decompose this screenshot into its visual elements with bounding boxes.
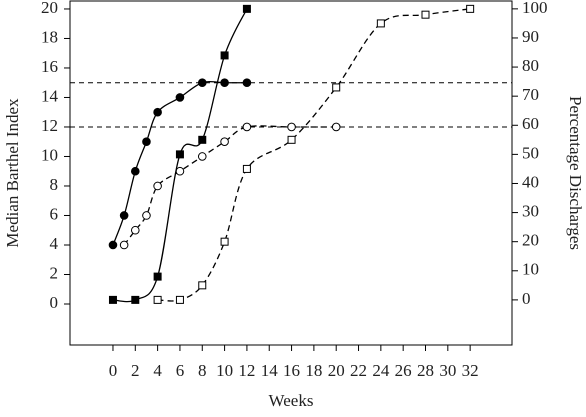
square-marker xyxy=(466,4,475,13)
circle-marker xyxy=(175,93,185,102)
y2-tick-label: 80 xyxy=(522,56,539,75)
x-tick-label: 12 xyxy=(238,361,255,380)
square-marker xyxy=(153,272,162,281)
y-tick-label: 12 xyxy=(41,116,58,135)
circle-marker xyxy=(220,137,229,147)
x-tick-label: 10 xyxy=(216,361,233,380)
x-tick-label: 14 xyxy=(261,361,279,380)
y-tick-label: 2 xyxy=(50,263,59,282)
circle-marker xyxy=(287,122,296,132)
y-tick-label: 20 xyxy=(41,0,58,17)
square-marker xyxy=(108,295,117,304)
x-tick-label: 6 xyxy=(176,361,185,380)
circle-marker xyxy=(119,211,129,220)
square-marker xyxy=(198,281,207,290)
x-tick-label: 26 xyxy=(395,361,412,380)
square-marker xyxy=(198,135,207,144)
x-tick-label: 8 xyxy=(198,361,207,380)
x-tick-label: 28 xyxy=(417,361,434,380)
square-marker xyxy=(242,164,251,173)
series-curve xyxy=(112,80,247,246)
y-tick-label: 6 xyxy=(50,204,59,223)
y2-tick-label: 50 xyxy=(522,143,539,162)
circle-marker xyxy=(130,225,140,235)
circle-marker xyxy=(142,211,151,220)
y2-tick-label: 70 xyxy=(522,85,539,104)
x-tick-label: 0 xyxy=(109,361,118,380)
square-marker xyxy=(175,295,184,304)
y2-tick-label: 30 xyxy=(522,201,539,220)
y-tick-label: 18 xyxy=(41,27,58,46)
square-marker xyxy=(220,237,229,246)
y2-tick-label: 10 xyxy=(522,260,539,279)
square-marker xyxy=(332,83,341,92)
y2-tick-label: 90 xyxy=(522,27,539,46)
circle-marker xyxy=(331,122,341,132)
square-marker xyxy=(131,295,140,304)
circle-marker xyxy=(175,166,185,176)
square-marker xyxy=(421,10,430,19)
y-tick-label: 14 xyxy=(41,86,59,105)
circle-marker xyxy=(108,240,118,250)
circle-marker xyxy=(119,240,129,250)
x-tick-label: 20 xyxy=(328,361,345,380)
plot-frame xyxy=(69,0,513,346)
square-marker xyxy=(242,4,251,13)
square-marker xyxy=(220,51,229,60)
y2-tick-label: 60 xyxy=(522,114,539,133)
square-marker xyxy=(153,295,162,304)
y-axis-label: Median Barthel Index xyxy=(3,98,22,248)
circle-marker xyxy=(153,107,162,117)
y-tick-label: 16 xyxy=(41,57,58,76)
y2-tick-label: 100 xyxy=(522,0,548,17)
circle-marker xyxy=(130,166,140,176)
y2-axis-label: Percentage Discharges xyxy=(566,96,585,250)
circle-marker xyxy=(153,181,162,191)
square-marker xyxy=(287,135,296,144)
x-tick-label: 22 xyxy=(350,361,367,380)
x-tick-label: 24 xyxy=(372,361,390,380)
y2-tick-label: 20 xyxy=(522,231,539,250)
circle-marker xyxy=(242,78,252,88)
x-axis-label: Weeks xyxy=(269,391,314,410)
y-tick-label: 10 xyxy=(41,145,58,164)
x-tick-label: 18 xyxy=(305,361,322,380)
circle-marker xyxy=(197,78,207,88)
x-tick-label: 4 xyxy=(153,361,162,380)
square-marker xyxy=(175,150,184,159)
y2-tick-label: 40 xyxy=(522,172,539,191)
x-tick-label: 16 xyxy=(283,361,300,380)
y-tick-label: 8 xyxy=(50,175,59,194)
square-marker xyxy=(376,19,385,28)
circle-marker xyxy=(242,122,252,132)
circle-marker xyxy=(220,78,229,88)
y-tick-label: 0 xyxy=(50,293,59,312)
circle-marker xyxy=(197,152,207,161)
x-tick-label: 2 xyxy=(131,361,140,380)
x-tick-label: 32 xyxy=(462,361,479,380)
y2-tick-label: 0 xyxy=(522,289,531,308)
y-tick-label: 4 xyxy=(50,234,59,253)
x-tick-label: 30 xyxy=(439,361,456,380)
circle-marker xyxy=(142,137,151,147)
series-curve xyxy=(157,8,471,302)
